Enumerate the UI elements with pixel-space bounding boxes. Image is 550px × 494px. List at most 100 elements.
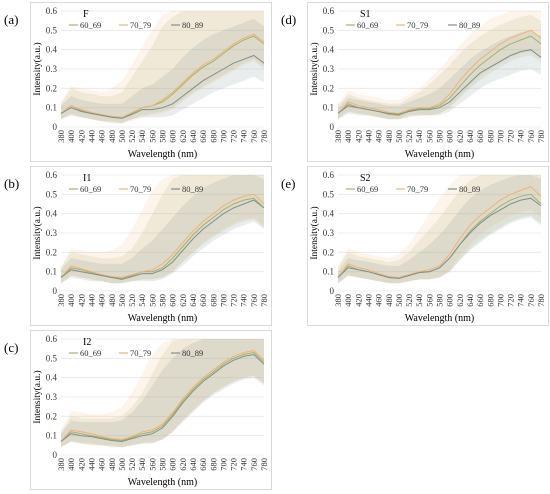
legend-label-80_89: 80_89 [459, 184, 480, 194]
series-line-80_89 [60, 54, 265, 119]
x-tick-label: 440 [363, 130, 373, 143]
x-tick-label: 560 [424, 294, 434, 307]
y-tick-label: 0.4 [46, 209, 58, 219]
chart-I1: 0 0.1 0.2 0.3 0.4 0.5 0.6 380 400 420 440 460 480 500… [32, 170, 269, 324]
y-tick-label: 0.3 [46, 64, 58, 74]
x-tick-label: 660 [198, 130, 208, 143]
x-tick-label: 760 [526, 294, 536, 307]
y-axis-label: Intensity(a.u.) [32, 206, 43, 259]
x-tick-label: 400 [66, 130, 76, 143]
series-band-60_69 [61, 175, 264, 284]
series-band-80_89 [61, 339, 264, 448]
chart-title: F [83, 9, 89, 20]
y-tick-label: 0.2 [46, 247, 57, 257]
x-tick-label: 680 [208, 130, 218, 143]
y-tick-label: 0.1 [46, 103, 57, 113]
x-tick-label: 380 [56, 294, 66, 307]
x-tick-label: 520 [127, 294, 137, 307]
y-tick-label: 0 [330, 286, 335, 296]
x-tick-label: 420 [76, 130, 86, 143]
y-tick-label: 0.6 [46, 334, 58, 344]
panel-label: (b) [4, 176, 20, 191]
chart-title: S1 [360, 9, 371, 20]
y-tick-label: 0.1 [323, 103, 334, 113]
x-tick-label: 460 [374, 130, 384, 143]
y-tick-label: 0.4 [46, 373, 58, 383]
x-tick-label: 680 [485, 294, 495, 307]
x-tick-label: 720 [229, 458, 239, 471]
x-tick-label: 560 [147, 294, 157, 307]
x-tick-label: 640 [465, 130, 475, 143]
series-band-60_69 [338, 14, 541, 120]
chart-title: S2 [360, 173, 371, 184]
x-tick-label: 400 [343, 130, 353, 143]
x-tick-label: 640 [188, 130, 198, 143]
series-band-70_79 [338, 175, 541, 284]
y-tick-label: 0.3 [46, 392, 58, 402]
x-tick-label: 540 [137, 458, 147, 471]
x-tick-label: 760 [249, 294, 259, 307]
x-tick-label: 460 [97, 458, 107, 471]
x-tick-label: 420 [76, 294, 86, 307]
x-tick-label: 500 [394, 294, 404, 307]
x-tick-label: 640 [188, 458, 198, 471]
series-band-60_69 [61, 339, 264, 448]
series-line-80_89 [337, 197, 542, 279]
x-tick-label: 780 [259, 130, 269, 143]
y-tick-label: 0.5 [46, 353, 58, 363]
legend-label-60_69: 60_69 [357, 184, 378, 194]
x-tick-label: 560 [424, 130, 434, 143]
x-tick-label: 480 [107, 294, 117, 307]
x-tick-label: 580 [435, 130, 445, 143]
x-tick-label: 680 [485, 130, 495, 143]
chart-I2: 0 0.1 0.2 0.3 0.4 0.5 0.6 380 400 420 440 460 480 500… [32, 334, 269, 488]
x-tick-label: 600 [445, 294, 455, 307]
legend-label-80_89: 80_89 [459, 20, 480, 30]
x-tick-label: 600 [445, 130, 455, 143]
legend-label-60_69: 60_69 [80, 184, 101, 194]
x-tick-label: 440 [86, 294, 96, 307]
x-tick-label: 580 [158, 130, 168, 143]
x-tick-label: 780 [536, 294, 546, 307]
x-tick-label: 720 [229, 294, 239, 307]
x-tick-label: 380 [56, 458, 66, 471]
y-tick-label: 0.4 [323, 209, 335, 219]
legend-label-70_79: 70_79 [407, 184, 428, 194]
x-tick-label: 520 [127, 130, 137, 143]
y-tick-label: 0.6 [46, 6, 58, 16]
x-tick-label: 720 [506, 294, 516, 307]
x-tick-label: 620 [178, 294, 188, 307]
panel-label: (c) [4, 340, 19, 355]
x-tick-label: 660 [475, 294, 485, 307]
x-tick-label: 720 [506, 130, 516, 143]
y-tick-label: 0 [53, 450, 58, 460]
x-tick-label: 520 [127, 458, 137, 471]
chart-frame: 0 0.1 0.2 0.3 0.4 0.5 0.6 380 400 420 440 460 480 500… [307, 2, 549, 162]
panel-label: (d) [281, 12, 297, 27]
x-tick-label: 580 [158, 294, 168, 307]
y-tick-label: 0.1 [46, 431, 57, 441]
x-tick-label: 500 [117, 294, 127, 307]
x-tick-label: 620 [178, 458, 188, 471]
x-tick-label: 480 [384, 130, 394, 143]
series-line-70_79 [337, 186, 542, 279]
series-line-70_79 [60, 33, 265, 118]
legend-label-60_69: 60_69 [80, 20, 101, 30]
panel-a: (a) 0 0.1 0.2 0.3 0.4 0.5 0.6 380 400 420 440 460 48… [0, 0, 275, 164]
x-tick-label: 520 [404, 294, 414, 307]
series-band-80_89 [338, 175, 541, 284]
y-tick-label: 0.4 [46, 45, 58, 55]
x-tick-label: 680 [208, 458, 218, 471]
panel-d: (d) 0 0.1 0.2 0.3 0.4 0.5 0.6 380 400 420 440 460 48… [275, 0, 550, 164]
series-band-70_79 [61, 175, 264, 284]
x-tick-label: 420 [76, 458, 86, 471]
panel-label: (a) [4, 12, 19, 27]
panel-c: (c) 0 0.1 0.2 0.3 0.4 0.5 0.6 380 400 420 440 460 48… [0, 328, 275, 492]
chart-frame: 0 0.1 0.2 0.3 0.4 0.5 0.6 380 400 420 440 460 480 500… [30, 330, 272, 490]
x-tick-label: 440 [86, 458, 96, 471]
x-tick-label: 400 [66, 458, 76, 471]
y-axis-label: Intensity(a.u.) [32, 370, 43, 423]
x-tick-label: 780 [259, 294, 269, 307]
x-tick-label: 500 [117, 458, 127, 471]
x-tick-label: 420 [353, 294, 363, 307]
